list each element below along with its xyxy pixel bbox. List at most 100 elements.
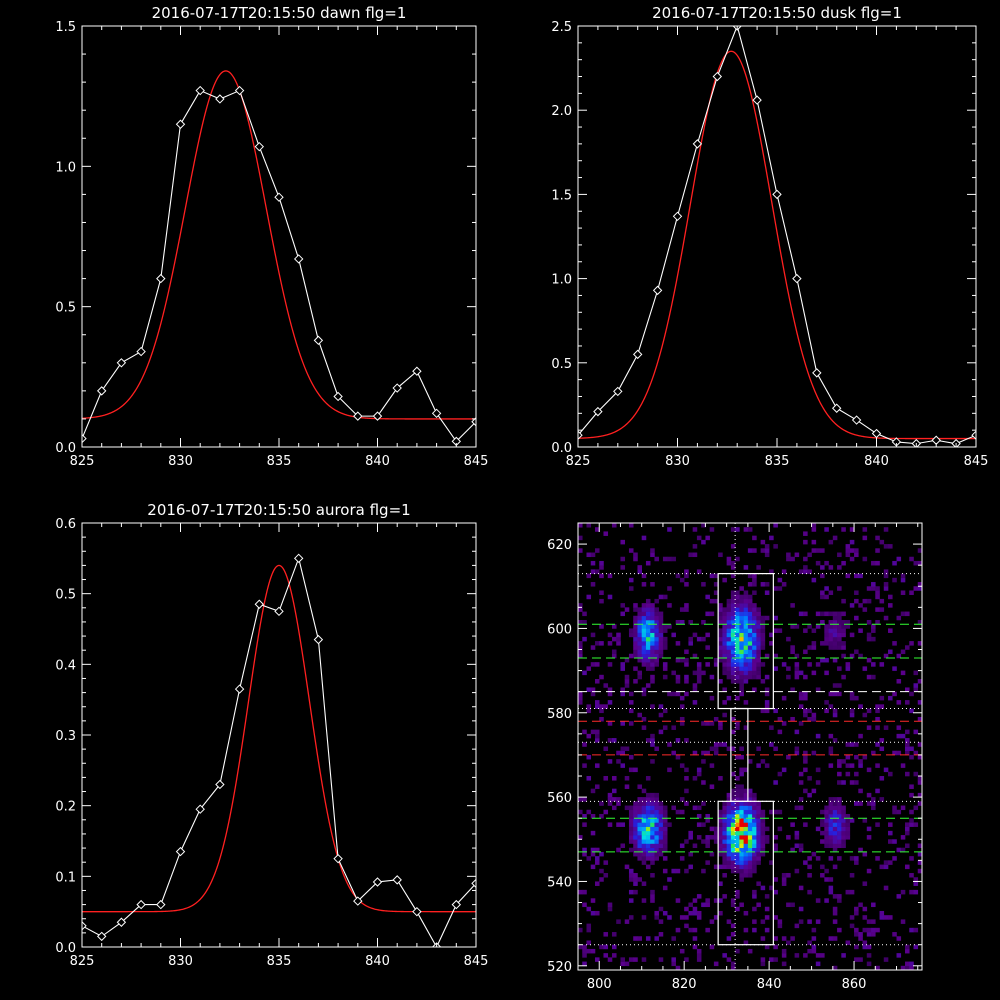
heatmap-cell bbox=[726, 957, 732, 962]
heatmap-cell bbox=[794, 750, 800, 756]
heatmap-cell bbox=[645, 683, 651, 688]
heatmap-cell bbox=[730, 649, 736, 655]
heatmap-cell bbox=[747, 666, 753, 671]
heatmap-cell bbox=[603, 953, 609, 958]
heatmap-cell bbox=[701, 636, 706, 642]
heatmap-cell bbox=[722, 818, 727, 823]
heatmap-cell bbox=[752, 822, 757, 827]
heatmap-cell bbox=[735, 792, 740, 798]
heatmap-y-tick-label: 540 bbox=[547, 875, 572, 890]
heatmap-cell bbox=[871, 932, 876, 937]
heatmap-cell bbox=[866, 932, 872, 937]
heatmap-cell bbox=[756, 619, 761, 625]
heatmap-cell bbox=[650, 843, 655, 849]
heatmap-cell bbox=[892, 691, 897, 697]
aurora-data-point bbox=[136, 899, 146, 910]
heatmap-cell bbox=[735, 784, 740, 789]
heatmap-cell bbox=[662, 885, 668, 891]
heatmap-cell bbox=[849, 653, 855, 659]
heatmap-cell bbox=[739, 746, 744, 752]
heatmap-cell bbox=[824, 805, 829, 811]
heatmap-cell bbox=[752, 847, 757, 853]
heatmap-cell bbox=[820, 641, 825, 646]
heatmap-cell bbox=[764, 548, 770, 553]
heatmap-cell bbox=[633, 847, 638, 853]
heatmap-cell bbox=[760, 662, 766, 667]
heatmap-cell bbox=[692, 653, 698, 659]
heatmap-cell bbox=[594, 527, 600, 532]
heatmap-cell bbox=[735, 607, 740, 612]
heatmap-cell bbox=[820, 830, 825, 836]
heatmap-cell bbox=[905, 700, 910, 705]
heatmap-cell bbox=[645, 809, 651, 815]
heatmap-cell bbox=[811, 936, 817, 941]
dawn-chart-title: 2016-07-17T20:15:50 dawn flg=1 bbox=[152, 4, 407, 22]
heatmap-cell bbox=[739, 830, 744, 836]
heatmap-cell bbox=[679, 607, 685, 612]
heatmap-cell bbox=[760, 539, 766, 545]
dusk-data-point bbox=[652, 285, 663, 296]
heatmap-cell bbox=[637, 830, 643, 836]
heatmap-cell bbox=[684, 738, 689, 743]
heatmap-cell bbox=[641, 632, 647, 638]
heatmap-cell bbox=[764, 704, 770, 709]
heatmap-cell bbox=[722, 649, 727, 655]
heatmap-cell bbox=[645, 619, 651, 625]
heatmap-cell bbox=[607, 906, 613, 912]
heatmap-cell bbox=[730, 624, 736, 629]
heatmap-cell bbox=[866, 657, 872, 663]
heatmap-cell bbox=[641, 957, 647, 962]
dawn-data-point bbox=[156, 273, 166, 284]
heatmap-cell bbox=[760, 835, 766, 840]
heatmap-cell bbox=[658, 641, 664, 646]
heatmap-cell bbox=[726, 628, 732, 633]
heatmap-cell bbox=[684, 603, 689, 608]
heatmap-cell bbox=[662, 856, 668, 861]
heatmap-cell bbox=[832, 645, 838, 650]
heatmap-cell bbox=[807, 645, 812, 650]
heatmap-cell bbox=[650, 662, 655, 667]
heatmap-cell bbox=[730, 923, 736, 929]
heatmap-cell bbox=[645, 598, 651, 604]
heatmap-cell bbox=[871, 586, 876, 591]
heatmap-cell bbox=[726, 809, 732, 815]
heatmap-cell bbox=[794, 953, 800, 958]
dusk-y-tick-label: 2.0 bbox=[551, 104, 572, 119]
heatmap-cell bbox=[798, 847, 804, 853]
heatmap-cell bbox=[845, 813, 851, 819]
heatmap-cell bbox=[879, 539, 885, 545]
heatmap-cell bbox=[735, 594, 740, 600]
heatmap-cell bbox=[739, 679, 744, 684]
heatmap-cell bbox=[735, 598, 740, 604]
heatmap-cell bbox=[709, 763, 715, 768]
heatmap-cell bbox=[798, 695, 804, 701]
heatmap-cell bbox=[883, 615, 889, 621]
heatmap-cell bbox=[888, 544, 893, 549]
heatmap-cell bbox=[735, 695, 740, 701]
heatmap-cell bbox=[650, 759, 655, 764]
heatmap-cell bbox=[913, 750, 919, 756]
heatmap-cell bbox=[628, 586, 634, 591]
heatmap-cell bbox=[684, 915, 689, 920]
heatmap-cell bbox=[684, 839, 689, 844]
heatmap-cell bbox=[905, 830, 910, 836]
heatmap-cell bbox=[764, 691, 770, 697]
heatmap-cell bbox=[832, 801, 838, 806]
heatmap-cell bbox=[713, 915, 719, 920]
heatmap-cell bbox=[845, 771, 851, 777]
heatmap-cell bbox=[735, 556, 740, 562]
heatmap-cell bbox=[773, 615, 778, 621]
heatmap-cell bbox=[875, 725, 880, 730]
heatmap-cell bbox=[713, 961, 719, 967]
heatmap-cell bbox=[739, 586, 744, 591]
aurora-data-point bbox=[293, 553, 304, 564]
heatmap-cell bbox=[654, 915, 659, 920]
heatmap-cell bbox=[837, 809, 842, 815]
heatmap-cell bbox=[735, 615, 740, 621]
heatmap-cell bbox=[811, 641, 817, 646]
heatmap-cell bbox=[679, 716, 685, 722]
heatmap-cell bbox=[845, 552, 851, 558]
heatmap-cell bbox=[803, 691, 808, 697]
heatmap-cell bbox=[726, 624, 732, 629]
heatmap-cell bbox=[862, 556, 868, 562]
